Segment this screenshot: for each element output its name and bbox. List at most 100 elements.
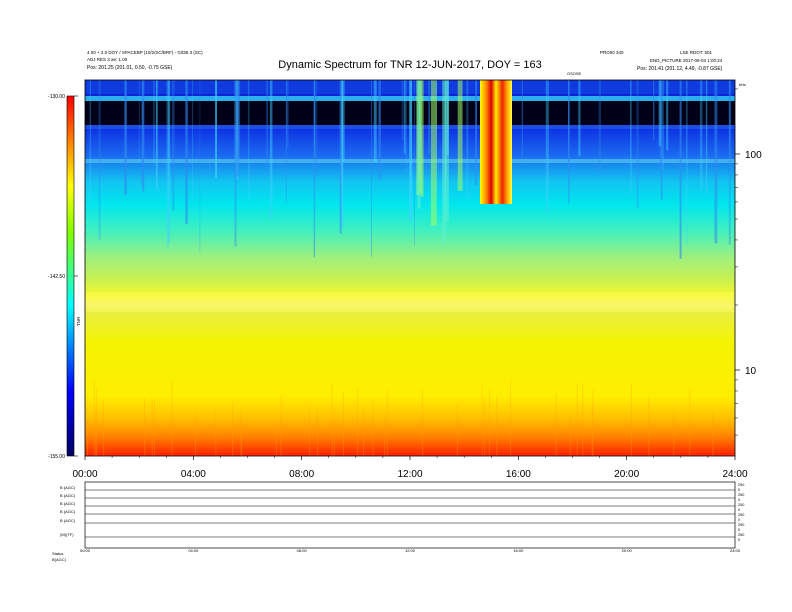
spectral-streak (660, 80, 663, 200)
bottom-right-tick: 250 (738, 493, 744, 497)
spectral-streak (316, 80, 318, 176)
spectral-streak (521, 80, 524, 161)
bottom-x-tick-label: 00:00 (80, 548, 91, 553)
spectral-streak (658, 80, 661, 147)
spectral-streak (269, 80, 273, 219)
spectral-streak (236, 80, 239, 177)
spectral-streak (728, 80, 731, 245)
x-tick-label: 04:00 (181, 469, 206, 480)
spectral-streak (598, 80, 601, 174)
spectral-streak (728, 80, 732, 159)
bottom-right-tick: 250 (738, 533, 744, 537)
colorbar-ticks: -130.00 -142.50 -155.00 (48, 94, 78, 460)
bottom-right-tick: 250 (738, 523, 744, 527)
spectral-streak (371, 80, 372, 257)
spectral-streak (166, 80, 169, 248)
spectral-streak (234, 80, 238, 161)
spectral-streak (662, 80, 664, 170)
spectral-streak (409, 80, 413, 222)
bottom-panel: B (AGC) B (AGC) B (AGC) B (AGC) B (AGC) (M)(T… (52, 481, 744, 562)
burst-precursor-streak (430, 80, 437, 226)
spectral-streak (466, 80, 469, 199)
spectral-streak (143, 80, 145, 190)
spectral-streak (286, 80, 289, 148)
spectral-streak (234, 80, 237, 247)
x-tick-label: 12:00 (397, 469, 422, 480)
header-meta-line2: ADJ RES 3 ae: 1.00 (87, 57, 128, 62)
spectral-streak (285, 80, 287, 203)
noise-lines (85, 380, 714, 456)
spectral-streak (679, 80, 682, 259)
header-small-center: GSOSE (567, 71, 582, 76)
spectral-streak (705, 80, 708, 193)
spectral-streak (403, 80, 406, 154)
spectral-streak (653, 80, 655, 141)
spectral-streak (406, 80, 407, 174)
y-tick-label: 100 (745, 150, 762, 161)
colorbar-tick-label: -142.50 (48, 274, 65, 280)
spectral-streak (199, 80, 201, 253)
spectral-streak (475, 80, 477, 186)
spectral-streak (215, 80, 217, 178)
spectral-streak (659, 80, 662, 169)
bottom-right-tick: 250 (738, 483, 744, 487)
spectral-streak (378, 80, 381, 181)
chart-title: Dynamic Spectrum for TNR 12-JUN-2017, DO… (278, 59, 541, 71)
burst-precursor-streak (420, 80, 424, 197)
colorbar-label: TNR (76, 316, 81, 326)
spectral-streak (142, 80, 144, 192)
spectral-streak (636, 80, 639, 209)
bottom-row-label: B (AGC) (60, 493, 76, 498)
bottom-row-label: B (AGC) (60, 509, 76, 514)
y-unit-label: kHz (739, 82, 746, 87)
burst-precursor-streak (444, 80, 449, 222)
y-tick-label: 10 (745, 366, 757, 377)
burst-precursor-streak (457, 80, 463, 191)
burst-precursor-streak (417, 80, 421, 209)
y-axis: 100 10 (735, 88, 762, 436)
spectral-streak (266, 80, 268, 168)
colorbar-tick-label: -155.00 (48, 454, 65, 460)
spectral-streak (191, 80, 193, 215)
spectral-streak (578, 80, 581, 157)
spectral-streak (373, 80, 377, 163)
spectral-streak (340, 80, 344, 229)
spectral-streak (153, 80, 155, 167)
bright-yellow-band (85, 292, 735, 312)
spectral-streak (172, 80, 175, 211)
bottom-x-tick-label: 04:00 (188, 548, 199, 553)
colorbar (66, 95, 75, 457)
bottom-row-label: B (AGC) (60, 501, 76, 506)
spectral-streak (313, 80, 316, 258)
spectral-streak (141, 80, 143, 186)
bottom-right-tick: 250 (738, 503, 744, 507)
x-tick-label: 24:00 (722, 469, 747, 480)
x-tick-label: 08:00 (289, 469, 314, 480)
spectral-streak (339, 80, 342, 234)
bottom-right-tick: 0 (738, 518, 740, 522)
spectral-streak (428, 80, 430, 155)
spectral-streak (567, 80, 569, 173)
spectral-streak (247, 80, 250, 202)
bottom-x-tick-label: 20:00 (622, 548, 633, 553)
x-axis: 00:00 04:00 08:00 12:00 16:00 20:00 24:00 (72, 456, 748, 480)
spectral-streak (568, 80, 570, 204)
bottom-right-tick: 0 (738, 488, 740, 492)
header-meta-right2: LSE RDOT: 501 (680, 50, 713, 55)
spectral-streak (89, 80, 92, 211)
spectral-streak (155, 80, 158, 190)
spectral-streak (401, 80, 404, 141)
bottom-right-tick: 0 (738, 508, 740, 512)
spectral-streak (414, 80, 415, 246)
x-tick-label: 16:00 (506, 469, 531, 480)
header-meta-right3: END_PICTURE 2017-06-03 1:00:24 (650, 58, 723, 63)
spectral-streak (685, 80, 688, 244)
bottom-x-tick-label: 24:00 (730, 548, 741, 553)
spectral-streak (237, 80, 241, 159)
header-meta-line1: 4.00 + 2.0 DOY / SPACEBP (10/2/SC/BRF) -… (87, 50, 203, 55)
bottom-panel-frame (84, 481, 736, 549)
vertical-streaks (89, 80, 732, 259)
spectral-streak (666, 80, 669, 151)
spectral-streak (138, 80, 140, 163)
